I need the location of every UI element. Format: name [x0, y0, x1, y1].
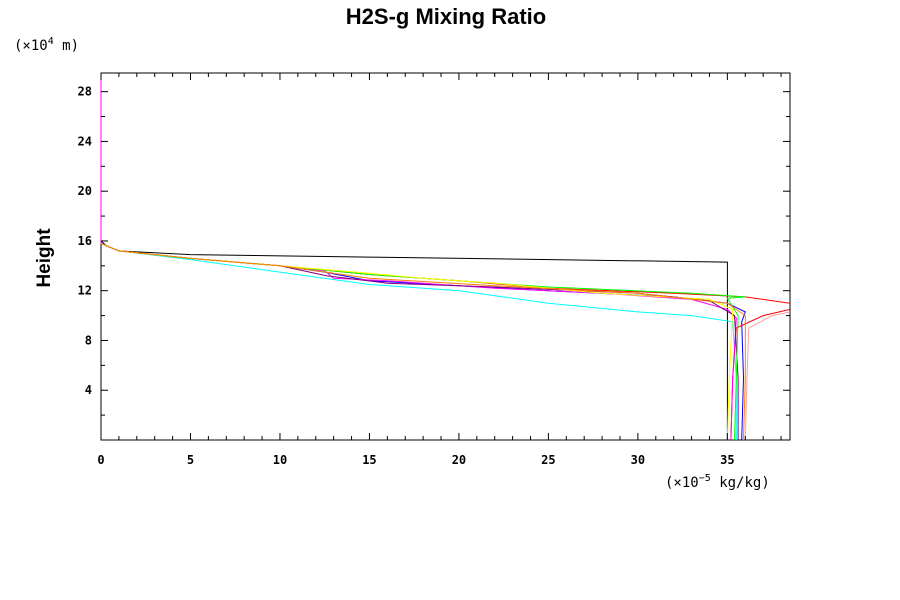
y-unit-label: (×104 m)	[14, 36, 79, 54]
series-line-8	[100, 242, 739, 440]
x-tick-label: 35	[720, 453, 734, 467]
y-tick-label: 28	[78, 85, 92, 99]
series-line-7	[100, 242, 737, 441]
plot-frame	[100, 72, 791, 441]
x-tick-label: 10	[273, 453, 287, 467]
series-line-3	[100, 242, 737, 440]
x-tick-label: 30	[631, 453, 645, 467]
x-tick-label: 5	[187, 453, 194, 467]
x-tick-label: 15	[362, 453, 376, 467]
y-tick-label: 24	[78, 134, 92, 148]
series-line-2	[100, 242, 746, 441]
plot-area	[100, 72, 791, 441]
y-tick-label: 8	[85, 333, 92, 347]
series-line-6	[744, 311, 791, 441]
y-tick-label: 16	[78, 234, 92, 248]
y-tick-label: 4	[85, 383, 92, 397]
axes-layer: 0 5 10 15 20 25 30 35 4 8 12 16 20 24 28	[78, 73, 790, 467]
series-line-11	[100, 242, 746, 441]
series-line-5	[100, 242, 791, 304]
x-tick-label: 25	[541, 453, 555, 467]
chart-title: H2S-g Mixing Ratio	[346, 4, 546, 29]
series-line-4	[730, 308, 791, 441]
y-tick-label: 20	[78, 184, 92, 198]
y-axis-label: Height	[34, 228, 55, 288]
x-unit-label: (×10−5 kg/kg)	[665, 473, 770, 491]
x-tick-label: 0	[97, 453, 104, 467]
y-tick-label: 12	[78, 284, 92, 298]
series-line-1	[100, 240, 728, 440]
series-layer	[100, 73, 791, 441]
series-line-10	[100, 242, 734, 441]
series-line-9	[100, 242, 746, 441]
x-tick-label: 20	[452, 453, 466, 467]
